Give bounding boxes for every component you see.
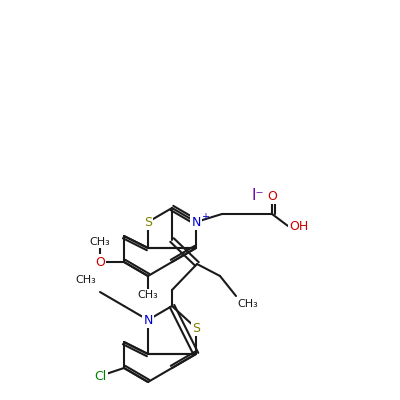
Text: +: + <box>201 212 209 222</box>
Text: CH₃: CH₃ <box>238 299 258 309</box>
Text: S: S <box>144 216 152 228</box>
Text: S: S <box>192 322 200 334</box>
Text: O: O <box>267 190 277 202</box>
Text: I⁻: I⁻ <box>252 188 264 204</box>
Text: N: N <box>143 314 153 326</box>
Text: N: N <box>191 216 201 228</box>
Text: CH₃: CH₃ <box>76 275 96 285</box>
Text: OH: OH <box>289 220 309 232</box>
Text: Cl: Cl <box>94 370 106 382</box>
Text: CH₃: CH₃ <box>90 237 110 247</box>
Text: CH₃: CH₃ <box>138 290 158 300</box>
Text: O: O <box>95 256 105 268</box>
